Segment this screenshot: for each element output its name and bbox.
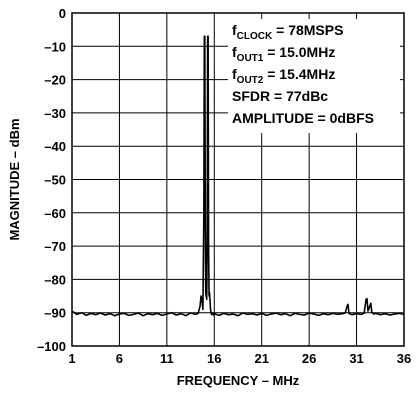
annotation-fout1: fOUT1 = 15.0MHz bbox=[232, 44, 335, 64]
x-tick-labels: 1 6 11 16 21 26 31 36 bbox=[68, 351, 411, 366]
x-axis-label: FREQUENCY – MHz bbox=[177, 373, 300, 388]
y-tick-label: –30 bbox=[44, 106, 66, 121]
spectrum-trace bbox=[71, 35, 405, 317]
x-tick-label: 11 bbox=[160, 351, 174, 366]
x-tick-label: 1 bbox=[68, 351, 75, 366]
y-tick-label: –80 bbox=[44, 272, 66, 287]
x-tick-label: 16 bbox=[207, 351, 221, 366]
x-tick-label: 21 bbox=[254, 351, 268, 366]
annotation-background bbox=[228, 19, 400, 133]
y-tick-label: –70 bbox=[44, 239, 66, 254]
y-tick-labels: 0 –10 –20 –30 –40 –50 –60 –70 –80 –90 –100 bbox=[37, 6, 66, 354]
annotation-fclock: fCLOCK = 78MSPS bbox=[232, 22, 343, 42]
y-tick-label: –20 bbox=[44, 73, 66, 88]
y-tick-label: –40 bbox=[44, 139, 66, 154]
y-tick-label: –60 bbox=[44, 206, 66, 221]
x-tick-label: 31 bbox=[349, 351, 363, 366]
y-tick-label: –50 bbox=[44, 173, 66, 188]
x-tick-label: 26 bbox=[302, 351, 316, 366]
y-tick-label: –10 bbox=[44, 39, 66, 54]
plot-frame bbox=[71, 12, 405, 347]
y-tick-label: –100 bbox=[37, 339, 66, 354]
annotation-amplitude: AMPLITUDE = 0dBFS bbox=[232, 110, 374, 126]
annotation-fout2: fOUT2 = 15.4MHz bbox=[232, 66, 335, 86]
y-tick-label: 0 bbox=[59, 6, 66, 21]
y-tick-label: –90 bbox=[44, 306, 66, 321]
x-tick-label: 36 bbox=[397, 351, 411, 366]
annotation-sfdr: SFDR = 77dBc bbox=[232, 88, 328, 104]
x-tick-label: 6 bbox=[116, 351, 123, 366]
y-axis-label: MAGNITUDE – dBm bbox=[7, 118, 22, 240]
